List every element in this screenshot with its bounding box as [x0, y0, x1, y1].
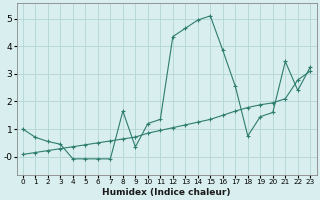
X-axis label: Humidex (Indice chaleur): Humidex (Indice chaleur): [102, 188, 231, 197]
